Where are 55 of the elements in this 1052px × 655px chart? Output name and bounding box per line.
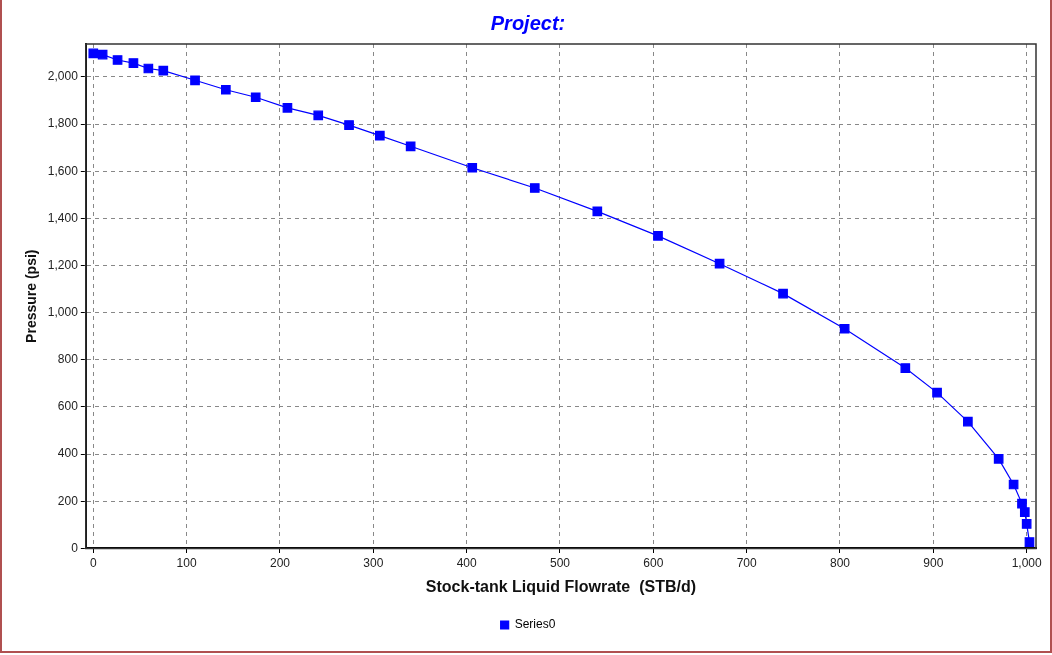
point <box>714 258 725 269</box>
y-tick-label: 1,400 <box>47 210 79 225</box>
x-tick-label: 800 <box>829 555 851 570</box>
point <box>97 49 108 60</box>
point <box>250 92 261 103</box>
point <box>128 58 139 68</box>
point <box>88 48 99 59</box>
point <box>963 416 973 427</box>
y-tick-label: 800 <box>57 352 79 367</box>
chart-title: Project: <box>490 11 566 34</box>
point <box>405 141 416 152</box>
point <box>932 387 942 398</box>
point <box>1021 519 1032 529</box>
point <box>313 110 324 121</box>
point <box>158 65 169 76</box>
point <box>344 120 354 130</box>
point <box>839 323 850 334</box>
y-tick-label: 400 <box>57 446 79 461</box>
y-tick-label: 2,000 <box>47 69 79 84</box>
point <box>1024 537 1035 547</box>
y-tick-label: 1,000 <box>47 305 79 320</box>
point <box>282 103 293 113</box>
point <box>143 63 154 74</box>
point <box>592 206 603 217</box>
x-tick-label: 400 <box>456 555 477 570</box>
x-tick-label: 1,000 <box>1011 555 1043 570</box>
x-tick-label: 200 <box>269 555 291 570</box>
y-tick-label: 1,800 <box>47 116 79 131</box>
point <box>375 130 385 141</box>
y-tick-label: 1,600 <box>47 163 79 178</box>
point <box>1017 498 1027 509</box>
y-tick-label: 1,200 <box>47 257 79 272</box>
point <box>778 288 788 299</box>
x-tick-label: 900 <box>923 555 944 570</box>
x-tick-label: 700 <box>736 555 757 570</box>
point <box>1019 507 1030 517</box>
y-tick-label: 600 <box>57 399 79 414</box>
x-tick-label: 500 <box>549 555 571 570</box>
y-axis-title: Pressure (psi) <box>23 249 40 343</box>
x-tick-label: 600 <box>643 555 664 570</box>
point <box>467 162 478 173</box>
x-tick-label: 300 <box>363 555 384 570</box>
x-tick-label: 0 <box>89 555 97 570</box>
point <box>653 231 663 241</box>
point <box>900 363 911 373</box>
point <box>190 75 200 86</box>
point <box>220 84 231 95</box>
x-tick-label: 100 <box>176 555 197 570</box>
y-tick-label: 0 <box>71 540 79 555</box>
legend-label: Series0 <box>514 617 556 632</box>
y-tick-label: 200 <box>57 493 79 508</box>
point <box>112 55 123 65</box>
point <box>529 183 540 193</box>
x-axis-title: Stock-tank Liquid Flowrate (STB/d) <box>425 577 697 595</box>
point <box>993 453 1004 464</box>
